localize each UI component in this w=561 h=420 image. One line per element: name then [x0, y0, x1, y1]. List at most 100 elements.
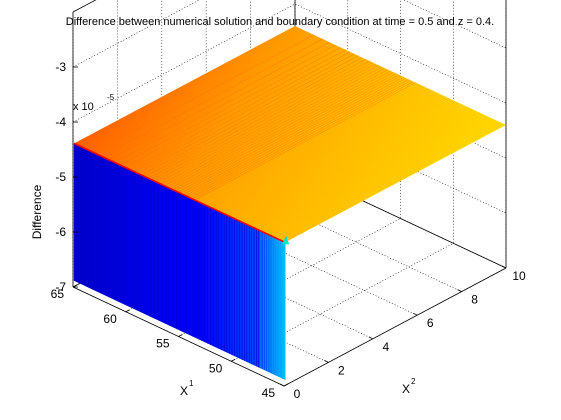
top-mesh-line [254, 110, 476, 229]
top-mesh-line [263, 114, 485, 233]
top-mesh-line [192, 81, 414, 200]
top-mesh-line [274, 120, 496, 238]
x1-tick-label: 55 [156, 337, 170, 351]
top-mesh-line [187, 79, 409, 197]
x2-axis-label-sup: 2 [411, 377, 416, 386]
z-tick-labels: -7 -6 -5 -4 -3 [55, 60, 66, 294]
top-mesh-line [214, 91, 435, 210]
x1-axis-label-sup: 1 [189, 379, 194, 388]
top-mesh-line [250, 108, 472, 227]
top-mesh-line [177, 74, 399, 193]
top-mesh-line [212, 90, 433, 209]
z-tick-label: -5 [55, 170, 66, 184]
top-mesh-line [207, 88, 429, 207]
x2-tick-label: 6 [427, 316, 434, 330]
top-mesh-line [151, 62, 373, 181]
top-mesh-line [175, 73, 396, 192]
axis-edge [72, 0, 97, 13]
top-mesh-line [231, 99, 453, 218]
z-tick-label: -6 [55, 225, 66, 239]
top-mesh-line [225, 97, 447, 215]
surface [73, 26, 506, 380]
x2-tick [279, 383, 285, 387]
top-mesh-line [197, 83, 418, 202]
x1-tick [125, 309, 130, 313]
top-mesh-line [259, 112, 480, 231]
top-mesh-line [260, 113, 482, 232]
top-mesh-line [276, 120, 498, 239]
z-tick-label: -7 [55, 280, 66, 294]
top-mesh-line [129, 51, 351, 170]
x1-axis-label: X 1 [180, 379, 194, 398]
top-mesh-line [220, 94, 441, 213]
top-mesh-line [144, 59, 366, 177]
top-mesh-line [283, 124, 505, 242]
top-mesh-line [268, 117, 490, 235]
x2-tick-label: 2 [338, 363, 345, 377]
top-mesh-line [158, 65, 379, 184]
x1-axis-label-base: X [180, 384, 188, 398]
x1-tick-label: 45 [262, 386, 276, 400]
top-mesh-line [185, 78, 407, 196]
top-mesh-line [271, 118, 493, 237]
x1-tick-label: 60 [103, 312, 117, 326]
x2-tick-label: 0 [294, 387, 301, 401]
top-mesh-line [273, 119, 495, 238]
z-multiplier: x 10 [73, 101, 94, 113]
top-mesh-line [137, 55, 359, 174]
top-mesh-line [252, 109, 474, 228]
top-mesh-line [92, 34, 314, 153]
x2-tick-label: 8 [471, 293, 478, 307]
top-mesh-line [227, 98, 449, 216]
top-mesh-line [164, 68, 385, 186]
top-mesh-line [235, 101, 457, 220]
x1-tick-label: 65 [51, 287, 65, 301]
x2-tick [501, 265, 507, 269]
top-mesh-line [262, 114, 484, 232]
top-mesh-line [101, 38, 323, 157]
top-mesh-line [210, 89, 431, 208]
x2-tick [324, 360, 329, 363]
top-mesh-line [180, 75, 402, 194]
x2-axis-label-base: X [402, 382, 410, 396]
top-mesh-line [257, 111, 479, 230]
top-mesh-line [222, 95, 443, 214]
top-mesh-line [190, 80, 411, 199]
top-mesh-line [282, 123, 503, 242]
x2-tick-label: 4 [382, 340, 389, 354]
top-mesh-line [280, 122, 502, 241]
x2-axis-label: X 2 [402, 377, 416, 396]
top-mesh-line [148, 60, 370, 179]
x1-tick [231, 358, 236, 362]
top-mesh-line [249, 108, 470, 226]
surface-peak [282, 235, 290, 245]
top-mesh-line [229, 98, 451, 217]
top-mesh-line [266, 116, 488, 235]
top-mesh-line [194, 82, 416, 201]
top-mesh-line [238, 103, 460, 221]
top-mesh-line [114, 44, 336, 163]
top-mesh-line [161, 66, 382, 185]
top-mesh-line [243, 105, 465, 224]
x2-tick [413, 312, 418, 316]
top-mesh-line [236, 102, 458, 221]
surface-front-edge [73, 142, 286, 244]
top-mesh-line [133, 53, 355, 172]
top-mesh-line [277, 121, 499, 240]
top-mesh-line [216, 92, 438, 211]
chart-title: Difference between numerical solution an… [66, 16, 494, 28]
top-mesh-line [203, 86, 425, 205]
top-mesh-line [166, 69, 388, 188]
top-mesh-line [141, 57, 363, 176]
top-mesh-line [279, 122, 501, 240]
top-mesh-line [169, 70, 391, 189]
x1-tick-labels: 45 50 55 60 65 [51, 287, 276, 400]
z-axis-label: Difference [30, 184, 44, 239]
z-exponent: -5 [107, 93, 115, 102]
top-mesh-line [108, 42, 330, 160]
axis-edge [283, 267, 507, 387]
x2-tick-labels: 0 2 4 6 8 10 [294, 269, 526, 401]
tick-marks [72, 66, 507, 387]
